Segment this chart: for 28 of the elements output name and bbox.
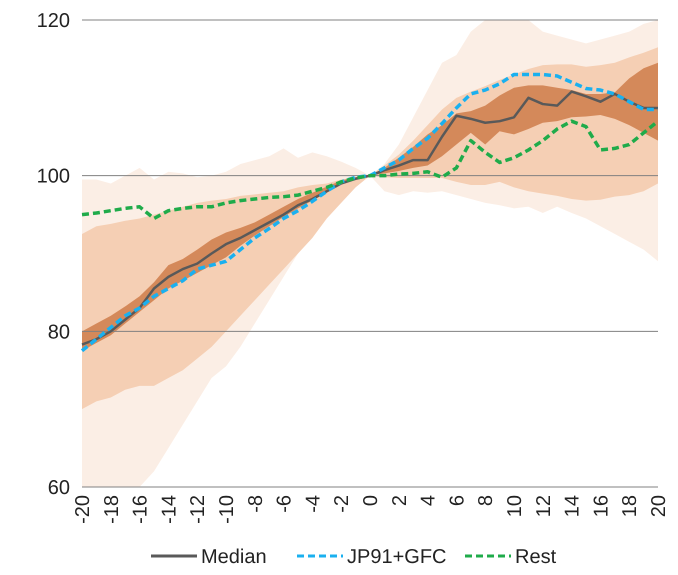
x-tick-label: -4 [302, 495, 324, 513]
x-tick-label: 8 [475, 495, 498, 506]
x-tick-label: -2 [331, 495, 354, 513]
y-tick-label: 100 [36, 166, 70, 188]
legend-label: JP91+GFC [347, 546, 446, 568]
x-tick-label: -14 [158, 495, 180, 524]
x-tick-label: 10 [504, 495, 526, 518]
x-tick-label: 14 [562, 495, 584, 518]
legend-label: Median [201, 546, 267, 568]
x-tick-label: -6 [274, 495, 296, 513]
x-tick-label: 12 [532, 495, 555, 518]
x-tick-label: -10 [216, 495, 238, 524]
y-tick-label: 60 [48, 477, 70, 499]
x-tick-label: -20 [72, 495, 94, 524]
x-tick-label: 20 [648, 495, 670, 518]
x-tick-label: 2 [388, 495, 411, 506]
y-tick-label: 120 [36, 10, 70, 32]
x-tick-label: 16 [590, 495, 612, 518]
x-tick-label: 0 [360, 495, 382, 506]
x-tick-label: -16 [130, 495, 152, 524]
x-tick-label: 4 [418, 495, 440, 506]
x-tick-label: -8 [244, 495, 267, 513]
x-tick-label: 18 [619, 495, 642, 518]
x-tick-label: -18 [100, 495, 123, 524]
x-tick-label: 6 [446, 495, 468, 506]
x-tick-label: -12 [187, 495, 210, 524]
y-tick-label: 80 [48, 321, 70, 344]
legend-label: Rest [515, 546, 557, 568]
